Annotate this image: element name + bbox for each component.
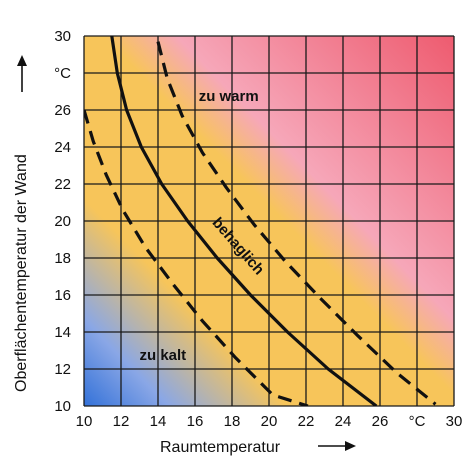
y-axis-title-group: Oberflächentemperatur der Wand: [13, 55, 30, 392]
x-tick-label: 14: [150, 413, 167, 430]
y-tick-label: 12: [54, 361, 71, 378]
x-axis-arrow-head: [345, 441, 356, 451]
x-tick-label: 16: [187, 413, 204, 430]
x-tick-labels: 10 12 14 16 18 20 22 24 26 °C 30: [76, 413, 463, 430]
y-tick-label: 16: [54, 287, 71, 304]
x-tick-label: °C: [409, 413, 426, 430]
y-tick-label: 30: [54, 28, 71, 45]
x-tick-label: 26: [372, 413, 389, 430]
y-axis-title: Oberflächentemperatur der Wand: [13, 154, 30, 392]
y-tick-label: 24: [54, 139, 71, 156]
y-tick-label: 10: [54, 398, 71, 415]
comfort-boundary-curve-1: [156, 41, 437, 406]
grid: [83, 35, 455, 407]
y-axis-arrow-head: [17, 55, 27, 66]
x-tick-label: 20: [261, 413, 278, 430]
x-tick-label: 22: [298, 413, 315, 430]
y-tick-label: 18: [54, 250, 71, 267]
x-axis-title-group: Raumtemperatur: [160, 439, 356, 456]
zone-label: zu kalt: [140, 347, 187, 364]
x-axis-title: Raumtemperatur: [160, 439, 281, 456]
x-tick-label: 18: [224, 413, 241, 430]
x-tick-label: 10: [76, 413, 93, 430]
x-tick-label: 12: [113, 413, 130, 430]
y-tick-label: 14: [54, 324, 71, 341]
y-tick-label: 22: [54, 176, 71, 193]
x-tick-label: 24: [335, 413, 352, 430]
zone-label: zu warm: [199, 88, 259, 105]
x-tick-label: 30: [446, 413, 463, 430]
comfort-curves: [84, 36, 437, 406]
y-tick-label: °C: [54, 65, 71, 82]
y-tick-label: 26: [54, 102, 71, 119]
comfort-boundary-curve-2: [84, 109, 309, 406]
y-tick-label: 20: [54, 213, 71, 230]
y-tick-labels: 30 °C 26 24 22 20 18 16 14 12 10: [54, 28, 71, 415]
comfort-center-curve: [110, 36, 378, 406]
